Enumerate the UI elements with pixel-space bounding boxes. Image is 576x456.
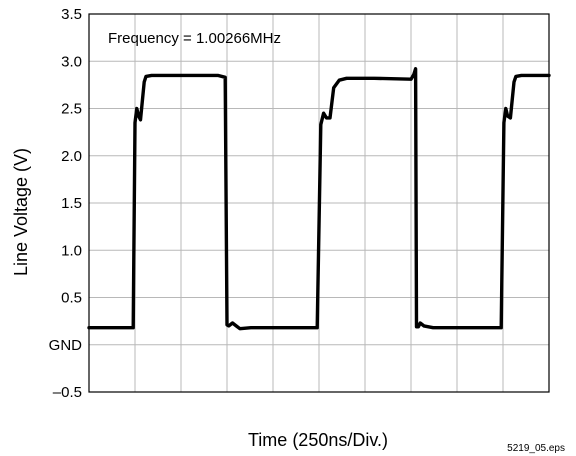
plot-frame xyxy=(88,13,550,393)
y-tick-label: 3.0 xyxy=(61,53,82,70)
figure-id: 5219_05.eps xyxy=(507,443,565,454)
y-tick-label: 3.5 xyxy=(61,6,82,23)
y-tick-labels: 3.5 3.0 2.5 2.0 1.5 1.0 0.5 GND –0.5 xyxy=(49,6,83,401)
y-tick-label: 1.0 xyxy=(61,242,82,259)
y-tick-label: 0.5 xyxy=(61,290,82,307)
y-tick-label: 2.5 xyxy=(61,101,82,118)
y-tick-label: –0.5 xyxy=(53,384,82,401)
trace-layer xyxy=(87,67,551,331)
x-axis-label: Time (250ns/Div.) xyxy=(248,430,388,450)
frequency-annotation: Frequency = 1.00266MHz xyxy=(108,30,281,47)
y-tick-label: 2.0 xyxy=(61,148,82,165)
y-tick-label: GND xyxy=(49,337,83,354)
y-axis-label: Line Voltage (V) xyxy=(11,148,31,276)
voltage-trace xyxy=(87,67,551,331)
y-tick-label: 1.5 xyxy=(61,195,82,212)
